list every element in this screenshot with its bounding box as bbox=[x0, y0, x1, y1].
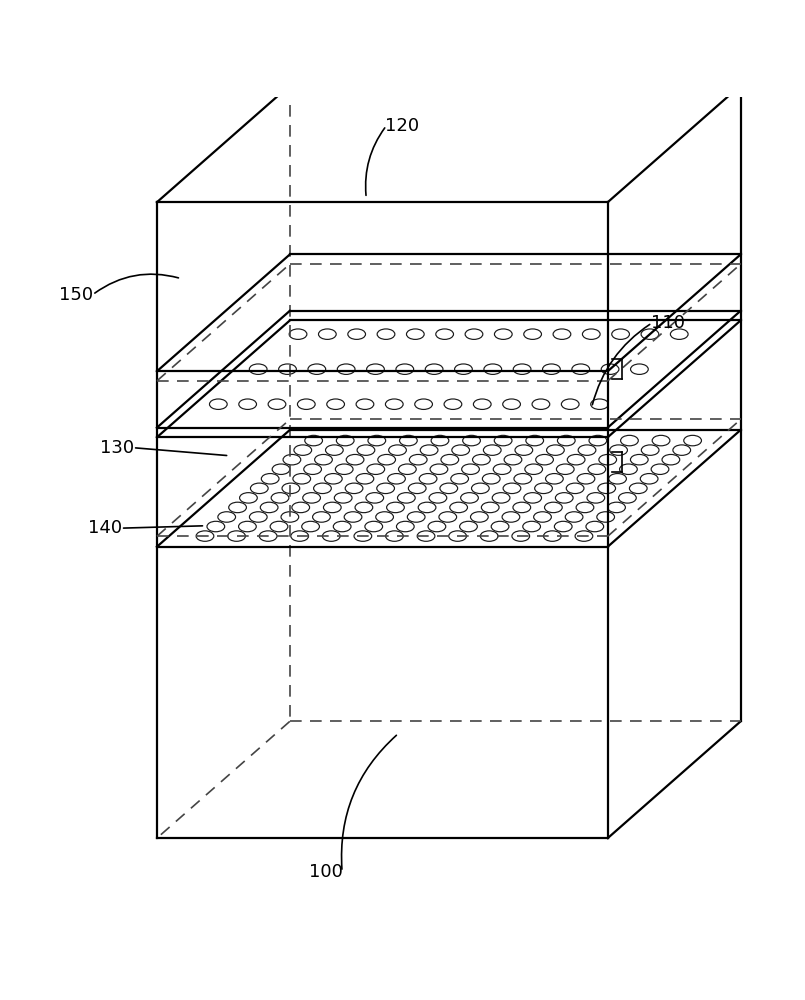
Text: 130: 130 bbox=[100, 439, 134, 457]
Text: 100: 100 bbox=[309, 863, 343, 881]
Text: 110: 110 bbox=[651, 314, 685, 332]
Text: 120: 120 bbox=[386, 117, 419, 135]
Text: 150: 150 bbox=[60, 286, 93, 304]
Text: 140: 140 bbox=[88, 519, 122, 537]
